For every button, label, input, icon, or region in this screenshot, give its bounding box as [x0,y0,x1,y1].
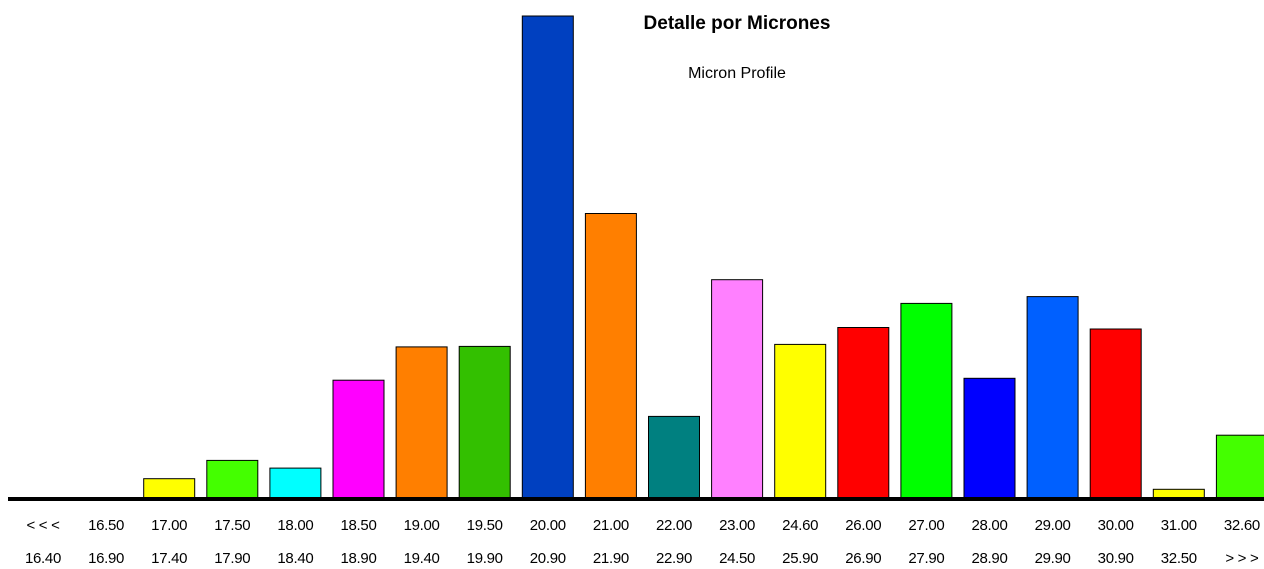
tick-label-from-10: 22.00 [656,517,692,534]
tick-label-to-11: 24.50 [719,550,755,567]
tick-label-to-8: 20.90 [530,550,566,567]
tick-label-from-15: 28.00 [971,517,1007,534]
bar-8 [521,15,574,500]
bar-17 [1089,328,1142,500]
tick-label-to-12: 25.90 [782,550,818,567]
chart-title: Detalle por Micrones [644,13,831,34]
bar-5 [332,379,385,500]
tick-label-from-9: 21.00 [593,517,629,534]
tick-labels-group: < < < 16.40 16.50 16.90 17.00 17.40 17.50 17.90… [25,517,1260,567]
bar-16 [1026,296,1079,500]
tick-label-to-18: 32.50 [1161,550,1197,567]
bar-4 [269,467,322,500]
tick-label-to-2: 17.40 [151,550,187,567]
tick-label-to-14: 27.90 [908,550,944,567]
tick-label-from-4: 18.00 [277,517,313,534]
tick-label-from-17: 30.00 [1098,517,1134,534]
tick-label-from-6: 19.00 [404,517,440,534]
tick-label-to-7: 19.90 [467,550,503,567]
tick-label-from-16: 29.00 [1035,517,1071,534]
tick-label-from-19: 32.60 [1224,517,1260,534]
tick-label-from-11: 23.00 [719,517,755,534]
tick-label-from-3: 17.50 [214,517,250,534]
tick-label-to-15: 28.90 [971,550,1007,567]
tick-label-to-3: 17.90 [214,550,250,567]
bar-6 [395,346,448,500]
bar-10 [648,415,700,500]
tick-label-to-10: 22.90 [656,550,692,567]
tick-label-from-1: 16.50 [88,517,124,534]
tick-label-to-6: 19.40 [404,550,440,567]
tick-label-from-7: 19.50 [467,517,503,534]
bar-13 [837,327,890,500]
tick-label-to-9: 21.90 [593,550,629,567]
tick-label-from-13: 26.00 [845,517,881,534]
tick-label-to-4: 18.40 [277,550,313,567]
tick-label-to-1: 16.90 [88,550,124,567]
bar-7 [458,345,511,500]
tick-label-from-2: 17.00 [151,517,187,534]
bars-group [143,15,1264,500]
bar-12 [774,343,827,500]
bar-2 [143,478,196,500]
bar-19 [1215,434,1264,500]
tick-label-to-19: > > > [1225,550,1259,567]
bar-9 [584,213,637,500]
tick-label-from-0: < < < [26,517,60,534]
tick-label-from-5: 18.50 [340,517,376,534]
chart-subtitle: Micron Profile [688,65,786,82]
tick-label-to-13: 26.90 [845,550,881,567]
tick-label-from-8: 20.00 [530,517,566,534]
tick-label-from-14: 27.00 [908,517,944,534]
tick-label-to-0: 16.40 [25,550,61,567]
bar-14 [900,302,953,500]
bar-15 [963,377,1016,500]
bar-11 [711,279,764,500]
bar-3 [206,459,259,500]
tick-label-from-18: 31.00 [1161,517,1197,534]
tick-label-to-16: 29.90 [1035,550,1071,567]
tick-label-to-17: 30.90 [1098,550,1134,567]
tick-label-from-12: 24.60 [782,517,818,534]
tick-label-to-5: 18.90 [340,550,376,567]
